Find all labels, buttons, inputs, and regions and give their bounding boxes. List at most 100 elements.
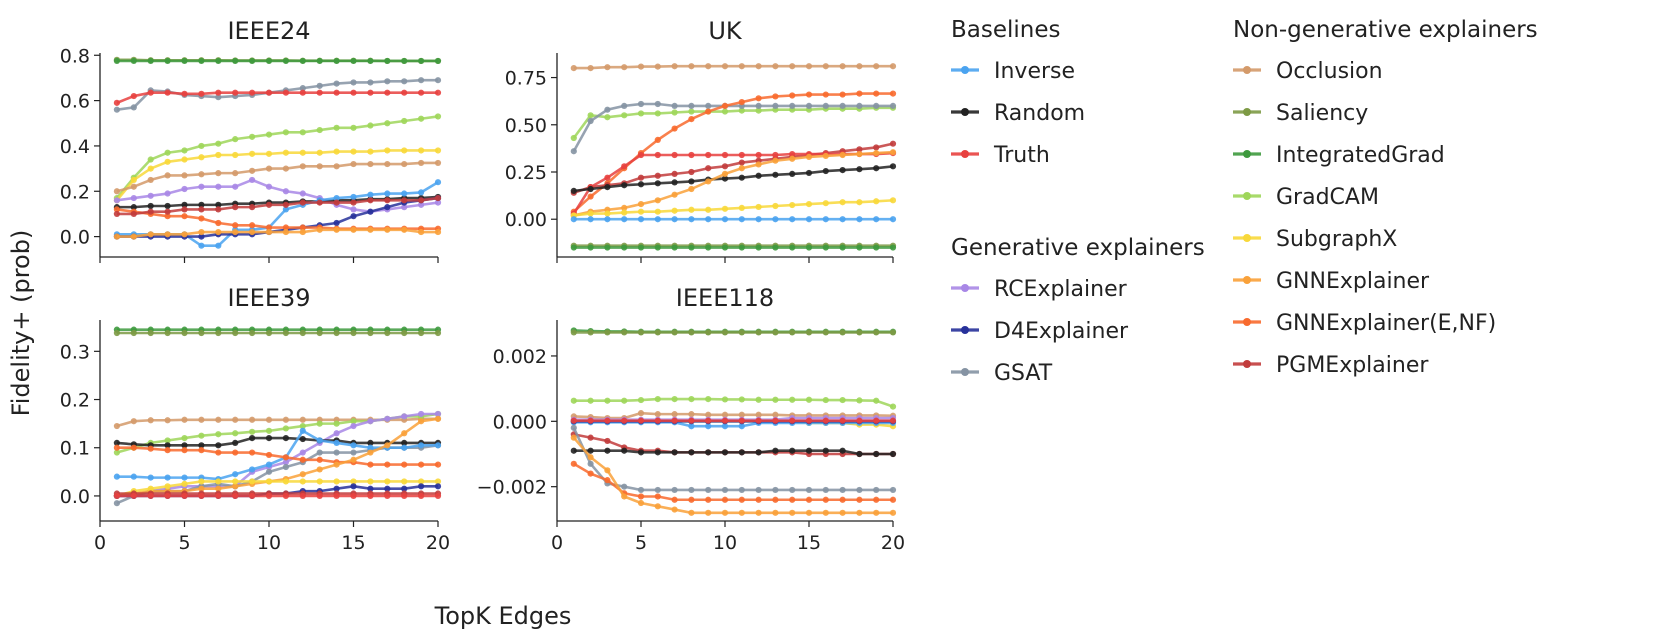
data-point [755, 329, 762, 336]
data-point [113, 210, 120, 218]
data-point [418, 89, 425, 96]
data-point [350, 483, 357, 490]
data-point [232, 449, 239, 456]
series-saliency [113, 329, 442, 337]
data-point [856, 90, 863, 97]
y-tick-label: 0.00 [505, 209, 547, 231]
data-point [215, 431, 222, 438]
data-point [654, 329, 661, 336]
data-point [282, 149, 289, 156]
legend-label: RCExplainer [994, 277, 1128, 302]
data-point [333, 430, 340, 437]
data-point [789, 417, 796, 424]
legend-swatch-marker [1243, 234, 1251, 242]
data-point [418, 77, 425, 84]
data-point [688, 411, 695, 418]
data-point [130, 492, 137, 500]
data-point [299, 190, 306, 197]
data-point [299, 163, 306, 170]
data-point [198, 242, 205, 249]
data-point [789, 509, 796, 516]
data-point [889, 496, 897, 503]
data-point [401, 78, 408, 85]
data-point [587, 460, 594, 467]
legend-swatch-marker [961, 326, 969, 334]
data-point [889, 63, 897, 70]
x-tick-label: 15 [341, 532, 365, 554]
data-point [181, 172, 188, 179]
data-point [434, 329, 442, 337]
x-tick-label: 20 [881, 532, 905, 554]
data-point [164, 231, 171, 238]
data-point [384, 147, 391, 154]
data-point [654, 244, 661, 251]
data-point [147, 474, 154, 481]
legend-item-rcexplainer: RCExplainer [951, 277, 1128, 302]
data-point [316, 437, 323, 444]
y-tick-label: 0.0 [60, 486, 90, 508]
data-point [654, 180, 661, 187]
data-point [367, 329, 374, 337]
data-point [113, 206, 120, 213]
data-point [755, 396, 762, 403]
data-point [721, 449, 729, 456]
data-point [418, 197, 425, 204]
data-point [688, 216, 695, 223]
data-point [401, 226, 408, 233]
data-point [181, 434, 188, 442]
series-subgraphx [570, 197, 897, 219]
legend-swatch-marker [961, 368, 969, 376]
data-point [418, 418, 425, 425]
data-point [671, 417, 678, 424]
data-point [384, 442, 391, 449]
data-point [839, 151, 846, 159]
data-point [587, 470, 594, 477]
data-point [282, 89, 289, 96]
data-point [587, 193, 594, 200]
data-point [705, 165, 712, 172]
data-point [805, 102, 813, 109]
data-point [215, 151, 222, 159]
series-random [570, 447, 897, 458]
data-point [249, 89, 256, 96]
x-tick-label: 0 [551, 532, 563, 554]
data-point [130, 473, 137, 480]
data-point [367, 197, 374, 204]
data-point [805, 91, 813, 98]
data-point [113, 106, 120, 113]
data-point [839, 167, 846, 174]
legend-label: IntegratedGrad [1276, 143, 1445, 168]
series-integratedgrad [570, 244, 897, 251]
data-point [856, 496, 863, 503]
data-point [401, 204, 408, 211]
data-point [671, 411, 678, 418]
data-point [822, 63, 829, 70]
data-point [654, 486, 661, 494]
y-tick-label: 0.000 [493, 411, 547, 433]
data-point [249, 133, 256, 140]
data-point [755, 151, 762, 159]
y-tick-label: 0.50 [505, 115, 547, 137]
data-point [164, 492, 171, 500]
data-point [350, 449, 357, 456]
data-point [604, 477, 611, 484]
data-point [384, 197, 391, 204]
data-point [822, 91, 829, 98]
series-saliency [570, 329, 897, 336]
data-point [333, 163, 340, 170]
data-point [772, 157, 779, 164]
data-point [688, 185, 695, 193]
panels-layer: IEEE240.00.20.40.60.8UK0.000.250.500.75I… [60, 17, 905, 554]
data-point [113, 473, 120, 480]
data-point [621, 204, 628, 211]
data-point [637, 181, 645, 188]
data-point [671, 244, 678, 251]
data-point [198, 154, 205, 161]
data-point [113, 329, 120, 337]
data-point [367, 449, 374, 456]
data-point [282, 188, 289, 195]
data-point [721, 170, 729, 177]
data-point [822, 447, 829, 454]
data-point [856, 102, 863, 109]
data-point [587, 65, 594, 72]
